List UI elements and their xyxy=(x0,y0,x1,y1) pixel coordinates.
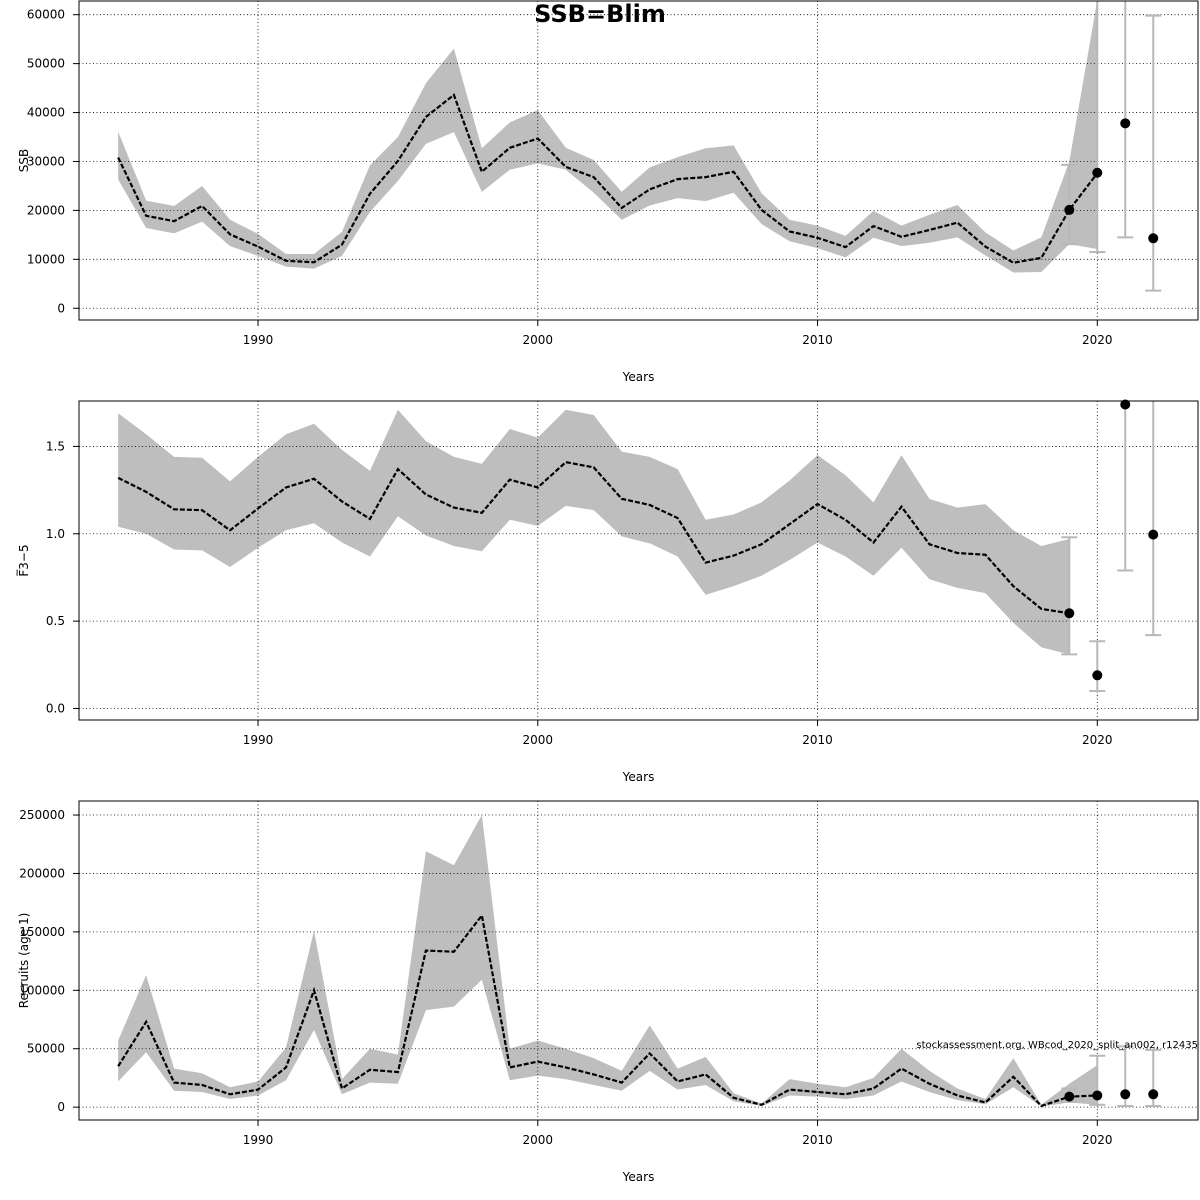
fbar-point-2022 xyxy=(1148,529,1159,540)
fbar-confidence-band xyxy=(118,409,1070,655)
ssb-ytick-label-50000: 50000 xyxy=(27,57,65,71)
recruits-ytick-label-0: 0 xyxy=(57,1100,65,1114)
fbar-point-2021 xyxy=(1120,399,1131,410)
recruits-xtick-label-1990: 1990 xyxy=(243,1133,274,1147)
fbar-frame xyxy=(78,400,1199,721)
ssb-point-2019 xyxy=(1064,204,1075,215)
ssb-point-2020 xyxy=(1092,167,1103,178)
fbar-point-2020 xyxy=(1092,670,1103,681)
recruits-point-2021 xyxy=(1120,1089,1131,1100)
recruits-confidence-band xyxy=(118,815,1098,1107)
recruits-point-2019 xyxy=(1064,1091,1075,1102)
recruits-xtick-label-2020: 2020 xyxy=(1082,1133,1113,1147)
ssb-ytick-label-60000: 60000 xyxy=(27,8,65,22)
chart-title: SSB=Blim xyxy=(534,0,666,28)
recruits-xtick-label-2000: 2000 xyxy=(523,1133,554,1147)
recruits-ytick-label-150000: 150000 xyxy=(19,925,65,939)
ssb-ytick-label-0: 0 xyxy=(57,301,65,315)
ssb-ytick-label-30000: 30000 xyxy=(27,154,65,168)
recruits-ytick-label-250000: 250000 xyxy=(19,808,65,822)
ssb-xtick-label-2000: 2000 xyxy=(523,333,554,347)
ssb-point-2021 xyxy=(1120,118,1131,129)
recruits-point-2020 xyxy=(1092,1090,1103,1101)
ssb-point-2022 xyxy=(1148,233,1159,244)
fbar-xlabel: Years xyxy=(622,770,655,784)
recruits-estimate-line xyxy=(117,912,1098,1108)
fbar-ylabel: F̅3−5 xyxy=(16,544,31,576)
ssb-confidence-band xyxy=(118,1,1098,273)
fbar-panel: 1990 2000 2010 2020 0.0 0.5 1.0 1.5 Years F̅3−5 xyxy=(16,399,1199,784)
ssb-xtick-label-2010: 2010 xyxy=(802,333,833,347)
fbar-ytick-label-0: 0.0 xyxy=(46,701,65,715)
fbar-ytick-label-1.5: 1.5 xyxy=(46,439,65,453)
ssb-xtick-label-2020: 2020 xyxy=(1082,333,1113,347)
source-watermark: stockassessment.org, WBcod_2020_split_an… xyxy=(916,1040,1198,1051)
fbar-xtick-label-1990: 1990 xyxy=(243,733,274,747)
fbar-xtick-label-2010: 2010 xyxy=(802,733,833,747)
recruits-ylabel: Recruits (age 1) xyxy=(17,913,31,1009)
ssb-frame xyxy=(78,0,1199,321)
recruits-ytick-label-200000: 200000 xyxy=(19,866,65,880)
fbar-estimate-line xyxy=(117,460,1070,615)
ssb-ytick-label-40000: 40000 xyxy=(27,106,65,120)
fbar-ytick-label-0.5: 0.5 xyxy=(46,614,65,628)
fbar-ytick-label-1: 1.0 xyxy=(46,527,65,541)
recruits-ytick-label-100000: 100000 xyxy=(19,983,65,997)
ssb-ylabel: SSB xyxy=(17,149,31,172)
ssb-ytick-label-10000: 10000 xyxy=(27,252,65,266)
recruits-point-2022 xyxy=(1148,1089,1159,1100)
recruits-xtick-label-2010: 2010 xyxy=(802,1133,833,1147)
recruits-panel: 1990 2000 2010 2020 0 50000 100000 150000 200000… xyxy=(17,800,1199,1184)
recruits-frame xyxy=(78,800,1199,1121)
fbar-xtick-label-2020: 2020 xyxy=(1082,733,1113,747)
recruits-xlabel: Years xyxy=(622,1170,655,1184)
ssb-estimate-line xyxy=(117,93,1099,264)
ssb-panel: 1990 2000 2010 2020 0 10000 20000 30000 40000 500… xyxy=(17,0,1199,384)
ssb-xtick-label-1990: 1990 xyxy=(243,333,274,347)
ssb-ytick-label-20000: 20000 xyxy=(27,203,65,217)
ssb-xlabel: Years xyxy=(622,370,655,384)
fbar-point-2019 xyxy=(1064,608,1075,619)
fbar-xtick-label-2000: 2000 xyxy=(523,733,554,747)
recruits-ytick-label-50000: 50000 xyxy=(27,1042,65,1056)
